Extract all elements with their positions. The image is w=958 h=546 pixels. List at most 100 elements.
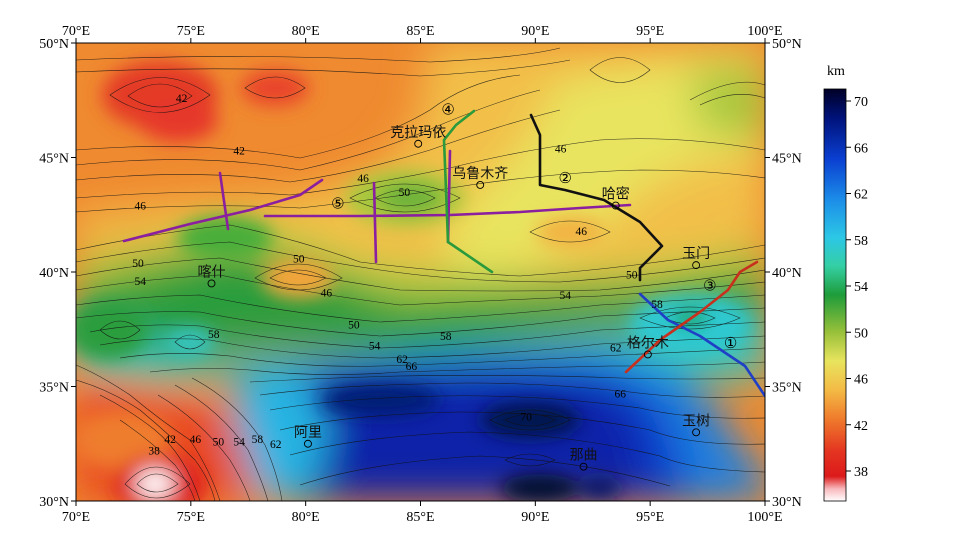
lat-label-right: 50°N xyxy=(772,37,802,52)
contour-label: 42 xyxy=(233,146,245,158)
profile-line-5 xyxy=(122,178,324,243)
lat-label-left: 35°N xyxy=(39,381,69,396)
profile-line-2 xyxy=(529,113,664,282)
contour-label: 62 xyxy=(396,354,408,366)
contour-label: 50 xyxy=(626,269,638,281)
lon-label-bottom: 90°E xyxy=(521,510,549,525)
contour-label: 70 xyxy=(520,411,532,423)
profile-crossline-kashgar xyxy=(218,171,230,231)
city-marker-icon xyxy=(207,279,216,288)
colorbar: km 70 66 62 58 54 50 46 42 38 xyxy=(823,64,868,502)
city-marker-icon xyxy=(476,181,485,189)
lat-label-left: 30°N xyxy=(39,495,69,510)
map-axes: 70°E 70°E 75°E 75°E 80°E 80°E 85°E 85°E 90°E 90°E… xyxy=(39,24,801,525)
lon-label-bottom: 100°E xyxy=(747,510,782,525)
city-label: 克拉玛依 xyxy=(390,125,446,141)
lat-label-right: 40°N xyxy=(772,266,802,281)
profile-line-4 xyxy=(442,109,494,274)
city-marker-icon xyxy=(304,439,312,448)
lon-label-top: 95°E xyxy=(636,24,664,39)
contour-label: 54 xyxy=(135,276,147,288)
lon-label-top: 100°E xyxy=(747,24,782,39)
lon-label-bottom: 85°E xyxy=(406,510,434,525)
contour-label: 62 xyxy=(610,343,622,355)
colorbar-tick-label: 66 xyxy=(854,141,868,156)
city-label: 玉门 xyxy=(682,246,710,262)
lon-label-bottom: 80°E xyxy=(292,510,320,525)
contour-label: 50 xyxy=(213,436,225,448)
lon-label-bottom: 70°E xyxy=(62,510,90,525)
lat-label-right: 30°N xyxy=(772,495,802,510)
colorbar-tick-label: 38 xyxy=(854,465,868,480)
colorbar-tick-label: 54 xyxy=(854,280,868,295)
city-label: 哈密 xyxy=(602,186,630,203)
lon-label-top: 75°E xyxy=(177,24,205,39)
lon-label-bottom: 75°E xyxy=(177,510,205,525)
city-marker-icon xyxy=(643,350,652,359)
city-marker-icon xyxy=(414,139,423,148)
contour-lines xyxy=(76,47,765,501)
colorbar-tick-label: 58 xyxy=(854,234,868,249)
contour-label: 62 xyxy=(270,439,282,451)
city-label: 阿里 xyxy=(294,425,322,441)
contour-label: 46 xyxy=(135,201,147,213)
city-label: 玉树 xyxy=(682,413,710,429)
lon-label-top: 90°E xyxy=(521,24,549,39)
contour-label: 54 xyxy=(559,290,571,302)
profile-number-label: ③ xyxy=(703,279,716,295)
city-label: 喀什 xyxy=(198,264,226,280)
colorbar-gradient xyxy=(823,88,847,502)
contour-label: 46 xyxy=(576,226,588,238)
profile-number-label: ⑤ xyxy=(331,196,344,212)
contour-label: 46 xyxy=(357,173,369,185)
contour-label: 54 xyxy=(233,436,245,448)
contour-label: 46 xyxy=(555,143,567,155)
city-label: 格尔木 xyxy=(627,335,669,351)
contour-label: 50 xyxy=(293,253,305,265)
colorbar-tick-label: 46 xyxy=(854,373,868,388)
profile-number-label: ② xyxy=(558,171,571,187)
profile-number-label: ① xyxy=(724,336,737,352)
city-label: 那曲 xyxy=(570,448,598,464)
profile-line-1 xyxy=(638,292,765,398)
contour-label: 46 xyxy=(321,288,333,300)
lat-label-left: 40°N xyxy=(39,266,69,281)
colorbar-tick-label: 50 xyxy=(854,326,868,341)
contour-label: 58 xyxy=(208,329,220,341)
contour-label: 58 xyxy=(440,331,452,343)
contour-label: 46 xyxy=(190,434,202,446)
colorbar-tick-label: 70 xyxy=(854,95,868,110)
colorbar-unit-label: km xyxy=(827,64,845,79)
contour-label: 50 xyxy=(399,187,411,199)
profile-number-label: ④ xyxy=(441,102,454,118)
city-marker-icon xyxy=(611,201,620,210)
lat-label-right: 35°N xyxy=(772,381,802,396)
contour-label: 42 xyxy=(176,93,188,105)
contour-label: 50 xyxy=(348,320,360,332)
profile-number-markers: ① ② ③ ④ ⑤ xyxy=(331,102,737,352)
lon-label-top: 85°E xyxy=(406,24,434,39)
contour-label: 58 xyxy=(651,299,663,311)
colorbar-tick-label: 42 xyxy=(854,419,868,434)
colorbar-tick-label: 62 xyxy=(854,188,868,203)
profile-crossline-mid xyxy=(372,181,378,264)
contour-label: 42 xyxy=(164,434,176,446)
lat-label-right: 45°N xyxy=(772,152,802,167)
contour-label: 66 xyxy=(406,361,418,373)
lon-label-top: 80°E xyxy=(292,24,320,39)
profile-line-5-main xyxy=(263,203,632,218)
contour-label: 58 xyxy=(252,434,264,446)
city-marker-icon xyxy=(692,428,701,437)
profile-lines xyxy=(122,109,765,398)
contour-label: 66 xyxy=(615,388,627,400)
city-label: 乌鲁木齐 xyxy=(452,166,508,182)
city-marker-icon xyxy=(692,261,701,270)
colorbar-ticks: 70 66 62 58 54 50 46 42 38 xyxy=(846,95,868,480)
city-marker-icon xyxy=(579,462,588,471)
lat-label-left: 45°N xyxy=(39,152,69,167)
